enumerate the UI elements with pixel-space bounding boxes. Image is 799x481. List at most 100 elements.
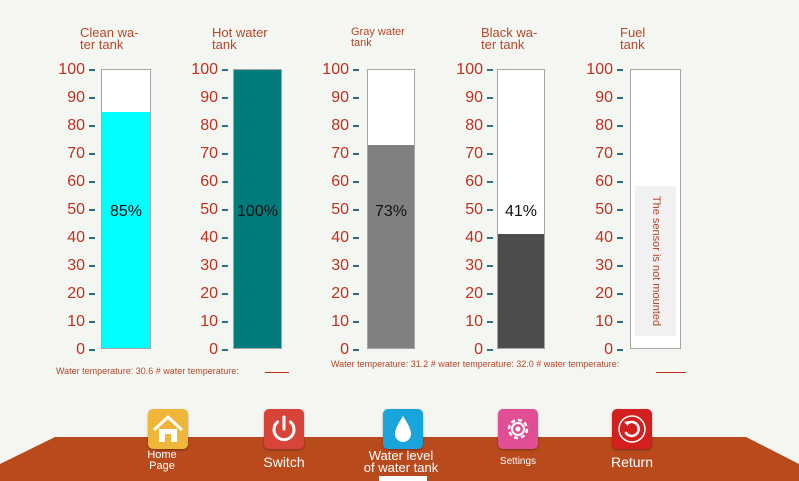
- scale-tick-label: 90: [331, 89, 349, 106]
- water-level-label-line1: Water level: [368, 448, 434, 463]
- return-button[interactable]: [612, 409, 652, 449]
- scale-tick-mark: [487, 321, 493, 323]
- scale-tick-mark: [89, 237, 95, 239]
- black-tank-fill: [498, 234, 544, 348]
- scale-tick-label: 80: [200, 117, 218, 134]
- water-drop-icon: [395, 416, 411, 442]
- scale-tick-mark: [89, 321, 95, 323]
- scale-tick-mark: [222, 181, 228, 183]
- scale-tick-mark: [89, 153, 95, 155]
- scale-tick-label: 10: [331, 313, 349, 330]
- scale-tick-label: 30: [331, 257, 349, 274]
- scale-tick-mark: [222, 153, 228, 155]
- temperature-dash: [265, 372, 289, 373]
- clean-tank-bar: 85%: [101, 69, 151, 349]
- scale-tick-mark: [487, 237, 493, 239]
- scale-tick-mark: [617, 153, 623, 155]
- scale-tick-mark: [487, 181, 493, 183]
- scale-tick-mark: [222, 69, 228, 71]
- platform-shape: [0, 437, 799, 481]
- water-level-label: Water level of water tank: [355, 448, 447, 474]
- switch-button[interactable]: [264, 409, 304, 449]
- scale-tick-label: 80: [331, 117, 349, 134]
- scale-tick-label: 20: [465, 285, 483, 302]
- scale-tick-label: 50: [200, 201, 218, 218]
- hot-tank-bar: 100%: [233, 69, 282, 349]
- scale-tick-mark: [222, 293, 228, 295]
- scale-tick-label: 70: [331, 145, 349, 162]
- scale-tick-label: 0: [604, 341, 613, 358]
- temperature-readout-gray-black: Water temperature: 31.2 # water temperat…: [331, 359, 620, 369]
- scale-tick-label: 40: [67, 229, 85, 246]
- gray-tank-title-line1: Gray water: [351, 26, 405, 38]
- hot-tank-fill: [234, 70, 281, 348]
- scale-tick-label: 90: [200, 89, 218, 106]
- scale-tick-label: 50: [595, 201, 613, 218]
- scale-tick-mark: [89, 293, 95, 295]
- scale-tick-label: 50: [331, 201, 349, 218]
- hot-tank-scale: 100 90 80 70 60 50 40 30 20 10 0: [188, 62, 228, 362]
- scale-tick-label: 80: [595, 117, 613, 134]
- scale-tick-label: 100: [191, 61, 218, 78]
- scale-tick-mark: [89, 209, 95, 211]
- gray-tank-percent: 73%: [374, 203, 408, 220]
- scale-tick-mark: [487, 125, 493, 127]
- gray-tank-fill: [368, 145, 414, 348]
- return-icon: [618, 415, 646, 443]
- black-tank-title-line1: Black wa-: [481, 25, 538, 40]
- home-button[interactable]: [148, 409, 188, 449]
- scale-tick-mark: [89, 69, 95, 71]
- black-tank-bar: 41%: [497, 69, 545, 349]
- scale-tick-mark: [222, 209, 228, 211]
- scale-tick-label: 70: [595, 145, 613, 162]
- scale-tick-label: 20: [331, 285, 349, 302]
- scale-tick-label: 100: [58, 61, 85, 78]
- return-label: Return: [610, 454, 654, 470]
- scale-tick-mark: [617, 349, 623, 351]
- scale-tick-label: 20: [200, 285, 218, 302]
- scale-tick-mark: [487, 293, 493, 295]
- home-label-line2: Page: [149, 460, 175, 472]
- scale-tick-mark: [222, 349, 228, 351]
- scale-tick-label: 60: [67, 173, 85, 190]
- scale-tick-label: 40: [331, 229, 349, 246]
- fuel-tank-scale: 100 90 80 70 60 50 40 30 20 10 0: [583, 62, 623, 362]
- hot-tank-title-line2: tank: [212, 37, 237, 52]
- scale-tick-mark: [222, 321, 228, 323]
- scale-tick-label: 30: [200, 257, 218, 274]
- clean-tank-title: Clean wa- ter tank: [80, 26, 139, 51]
- hot-tank-title: Hot water tank: [212, 26, 268, 52]
- clean-tank-scale: 100 90 80 70 60 50 40 30 20 10 0: [55, 62, 95, 362]
- power-icon: [272, 415, 296, 442]
- scale-tick-mark: [89, 265, 95, 267]
- scale-tick-mark: [222, 125, 228, 127]
- black-tank-scale: 100 90 80 70 60 50 40 30 20 10 0: [453, 62, 493, 362]
- scale-tick-mark: [222, 265, 228, 267]
- scale-tick-label: 90: [465, 89, 483, 106]
- black-tank-percent: 41%: [504, 203, 538, 220]
- scale-tick-label: 0: [209, 341, 218, 358]
- scale-tick-mark: [353, 349, 359, 351]
- scale-tick-mark: [353, 153, 359, 155]
- scale-tick-mark: [617, 181, 623, 183]
- scale-tick-label: 100: [322, 61, 349, 78]
- scale-tick-mark: [487, 349, 493, 351]
- settings-button[interactable]: [498, 409, 538, 449]
- scale-tick-mark: [222, 237, 228, 239]
- scale-tick-label: 40: [465, 229, 483, 246]
- scale-tick-label: 40: [200, 229, 218, 246]
- hot-tank-percent: 100%: [237, 203, 278, 220]
- gray-tank-scale: 100 90 80 70 60 50 40 30 20 10 0: [319, 62, 359, 362]
- scale-tick-label: 10: [465, 313, 483, 330]
- fuel-tank-bar: The sensor is not mounted: [630, 69, 681, 349]
- scale-tick-mark: [353, 237, 359, 239]
- water-level-button[interactable]: [383, 409, 423, 449]
- scale-tick-label: 10: [595, 313, 613, 330]
- fuel-sensor-box: The sensor is not mounted: [635, 186, 676, 336]
- home-icon: [152, 415, 184, 442]
- scale-tick-mark: [487, 209, 493, 211]
- scale-tick-label: 0: [340, 341, 349, 358]
- scale-tick-mark: [222, 97, 228, 99]
- home-label-line1: Home: [147, 449, 177, 461]
